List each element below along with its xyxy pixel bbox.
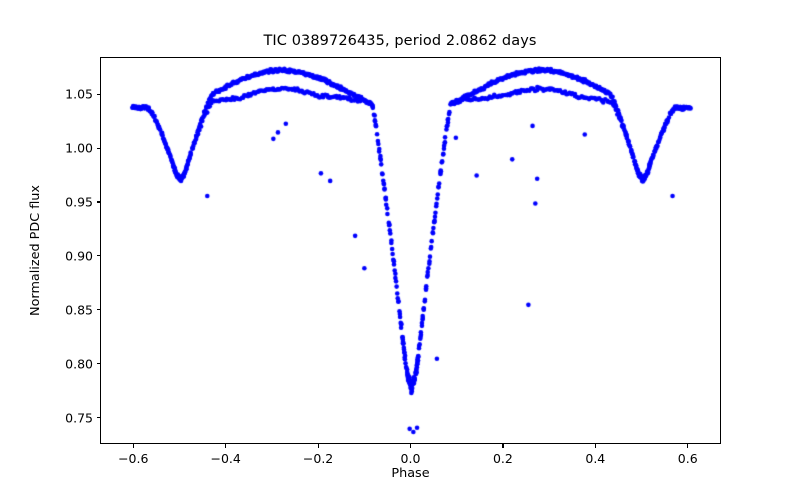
y-tick-mark bbox=[96, 147, 100, 149]
y-tick-mark bbox=[96, 309, 100, 311]
y-tick-label: 0.95 bbox=[65, 194, 93, 210]
y-axis-label: Normalized PDC flux bbox=[28, 185, 43, 316]
x-tick-label: 0.4 bbox=[585, 451, 606, 466]
y-tick-label: 1.05 bbox=[65, 86, 93, 102]
y-tick-mark bbox=[96, 255, 100, 257]
x-tick-label: −0.4 bbox=[210, 451, 241, 466]
plot-axes bbox=[100, 57, 721, 444]
y-tick-label: 1.00 bbox=[65, 140, 93, 156]
x-tick-mark bbox=[132, 444, 134, 448]
x-axis-label: Phase bbox=[391, 466, 430, 481]
y-tick-label: 0.90 bbox=[65, 248, 93, 264]
x-tick-label: 0.6 bbox=[677, 451, 698, 466]
y-tick-mark bbox=[96, 363, 100, 365]
y-tick-mark bbox=[96, 201, 100, 203]
page-title: TIC 0389726435, period 2.0862 days bbox=[263, 33, 537, 49]
y-tick-mark bbox=[96, 93, 100, 95]
x-tick-label: 0.2 bbox=[492, 451, 513, 466]
x-tick-mark bbox=[594, 444, 596, 448]
x-tick-mark bbox=[502, 444, 504, 448]
x-tick-mark bbox=[225, 444, 227, 448]
y-tick-label: 0.85 bbox=[65, 302, 93, 318]
y-tick-label: 0.75 bbox=[65, 410, 93, 426]
x-tick-mark bbox=[317, 444, 319, 448]
x-tick-label: 0.0 bbox=[400, 451, 421, 466]
y-tick-label: 0.80 bbox=[65, 356, 93, 372]
y-tick-mark bbox=[96, 417, 100, 419]
x-tick-mark bbox=[410, 444, 412, 448]
x-tick-mark bbox=[687, 444, 689, 448]
x-tick-label: −0.6 bbox=[118, 451, 149, 466]
scatter-series-normalized-pdc-flux bbox=[101, 58, 720, 443]
x-tick-label: −0.2 bbox=[302, 451, 334, 466]
